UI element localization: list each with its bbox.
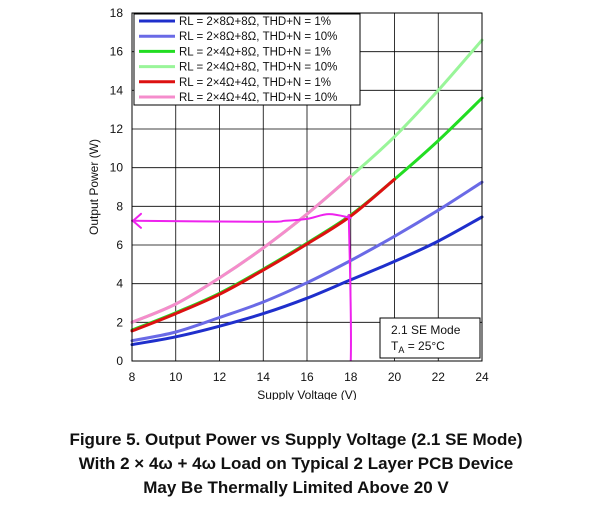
annotation-mode: 2.1 SE Mode <box>391 323 461 337</box>
legend-label-2: RL = 2×8Ω+8Ω, THD+N = 10% <box>179 31 337 43</box>
x-tick-label: 22 <box>432 370 446 384</box>
y-tick-label: 12 <box>110 122 124 136</box>
series-lines <box>130 38 484 347</box>
annotation-temperature: TA = 25°C <box>391 339 445 355</box>
x-tick-label: 10 <box>169 370 183 384</box>
y-axis-ticks: 0 2 4 6 8 10 12 14 16 18 <box>110 6 124 368</box>
series-line-2 <box>130 180 484 343</box>
legend-label-6: RL = 2×4Ω+4Ω, THD+N = 10% <box>179 92 337 104</box>
y-tick-label: 18 <box>110 6 124 20</box>
caption-line-2: With 2 × 4ω + 4ω Load on Typical 2 Layer… <box>78 454 514 473</box>
handdrawn-markup <box>131 212 353 362</box>
legend-label-4: RL = 2×4Ω+8Ω, THD+N = 10% <box>179 62 337 74</box>
y-tick-label: 16 <box>110 45 124 59</box>
series-line-5 <box>130 177 396 333</box>
y-tick-label: 6 <box>116 238 123 252</box>
markup-horizontal-line <box>131 213 352 223</box>
x-tick-label: 14 <box>257 370 271 384</box>
y-tick-label: 0 <box>116 354 123 368</box>
markup-arrowhead <box>131 212 142 229</box>
y-axis-label: Output Power (W) <box>87 139 101 235</box>
caption-line-3: May Be Thermally Limited Above 20 V <box>143 478 449 497</box>
x-tick-label: 20 <box>388 370 402 384</box>
markup-vertical-line <box>347 214 353 362</box>
legend-box <box>133 13 361 106</box>
x-tick-label: 16 <box>300 370 314 384</box>
series-line-1 <box>130 215 484 347</box>
mode-annotation: 2.1 SE Mode TA = 25°C <box>379 317 481 359</box>
x-axis-label: Supply Voltage (V) <box>257 388 356 400</box>
legend-label-5: RL = 2×4Ω+4Ω, THD+N = 1% <box>179 77 331 89</box>
legend-label-1: RL = 2×8Ω+8Ω, THD+N = 1% <box>179 16 331 28</box>
y-tick-label: 4 <box>116 277 123 291</box>
y-tick-label: 2 <box>116 315 123 329</box>
legend-label-3: RL = 2×4Ω+8Ω, THD+N = 1% <box>179 46 331 58</box>
x-axis-ticks: 8 10 12 14 16 18 20 22 24 <box>129 370 489 384</box>
y-tick-label: 10 <box>110 161 124 175</box>
x-tick-label: 18 <box>344 370 358 384</box>
caption-line-1: Figure 5. Output Power vs Supply Voltage… <box>69 430 523 449</box>
x-tick-label: 24 <box>475 370 489 384</box>
x-tick-label: 8 <box>129 370 136 384</box>
x-tick-label: 12 <box>213 370 227 384</box>
y-tick-label: 14 <box>110 83 124 97</box>
plot-frame <box>131 12 483 362</box>
annotation-frame <box>379 317 481 359</box>
y-tick-label: 8 <box>116 199 123 213</box>
figure-caption: Figure 5. Output Power vs Supply Voltage… <box>0 428 592 500</box>
legend: RL = 2×8Ω+8Ω, THD+N = 1% RL = 2×8Ω+8Ω, TH… <box>133 13 361 106</box>
series-line-6 <box>130 174 353 324</box>
